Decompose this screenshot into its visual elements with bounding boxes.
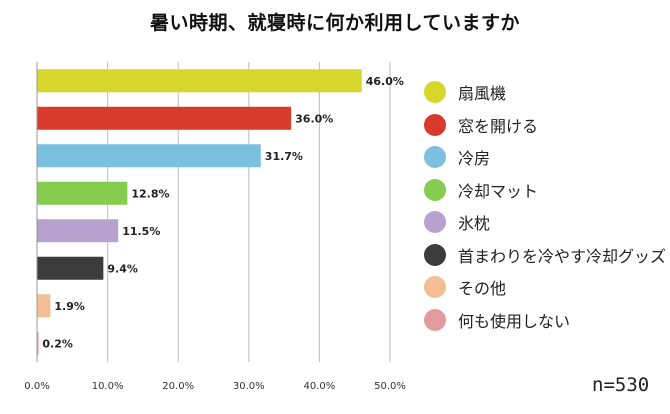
- x-tick-label: 30.0%: [233, 381, 265, 392]
- bar-value-label: 31.7%: [265, 150, 303, 163]
- legend-swatch: [424, 308, 446, 331]
- legend-item: 冷房: [424, 143, 490, 171]
- legend-item: 首まわりを冷やす冷却グッズ: [424, 241, 666, 269]
- legend-item: 扇風機: [424, 78, 506, 106]
- x-tick-label: 10.0%: [92, 381, 124, 392]
- legend-swatch: [424, 276, 446, 298]
- legend-label: 扇風機: [458, 84, 507, 103]
- legend-item: 氷枕: [424, 208, 490, 236]
- legend-label: 何も使用しない: [458, 311, 571, 331]
- bar-value-label: 11.5%: [122, 225, 160, 238]
- legend-label: 氷枕: [458, 214, 491, 233]
- x-tick-label: 40.0%: [304, 381, 336, 392]
- legend-item: 冷却マット: [424, 176, 538, 204]
- bar-value-label: 12.8%: [131, 187, 169, 200]
- legend-label: 冷却マット: [458, 181, 539, 201]
- bar: [37, 144, 261, 168]
- bar-value-label: 0.2%: [42, 337, 73, 350]
- bar: [37, 219, 119, 243]
- bar-value-label: 46.0%: [366, 75, 404, 88]
- legend-swatch: [424, 81, 446, 103]
- chart-title: 暑い時期、就寝時に何か利用していますか: [150, 12, 520, 34]
- legend-item: 何も使用しない: [424, 306, 570, 334]
- legend-item: 窓を開ける: [424, 111, 538, 139]
- legend-swatch: [424, 178, 446, 201]
- bar: [37, 331, 39, 355]
- x-tick-label: 20.0%: [162, 381, 194, 392]
- x-tick-label: 0.0%: [24, 381, 49, 392]
- sample-size-note: n=530: [592, 374, 650, 396]
- legend-item: その他: [424, 273, 506, 301]
- legend-label: その他: [458, 279, 507, 298]
- bar: [37, 106, 292, 130]
- legend-swatch: [424, 243, 446, 266]
- legend-label: 首まわりを冷やす冷却グッズ: [458, 246, 667, 266]
- bar-value-label: 1.9%: [54, 300, 85, 313]
- bar-value-label: 36.0%: [295, 112, 333, 125]
- bar: [37, 294, 51, 318]
- legend-swatch: [424, 146, 446, 168]
- legend-label: 窓を開ける: [458, 116, 539, 136]
- bar-value-label: 9.4%: [107, 262, 138, 275]
- x-tick-label: 50.0%: [374, 381, 406, 392]
- bar: [37, 181, 128, 205]
- bar: [37, 69, 362, 93]
- legend-label: 冷房: [458, 149, 491, 168]
- legend-swatch: [424, 211, 446, 233]
- bar: [37, 256, 104, 280]
- legend-swatch: [424, 113, 446, 136]
